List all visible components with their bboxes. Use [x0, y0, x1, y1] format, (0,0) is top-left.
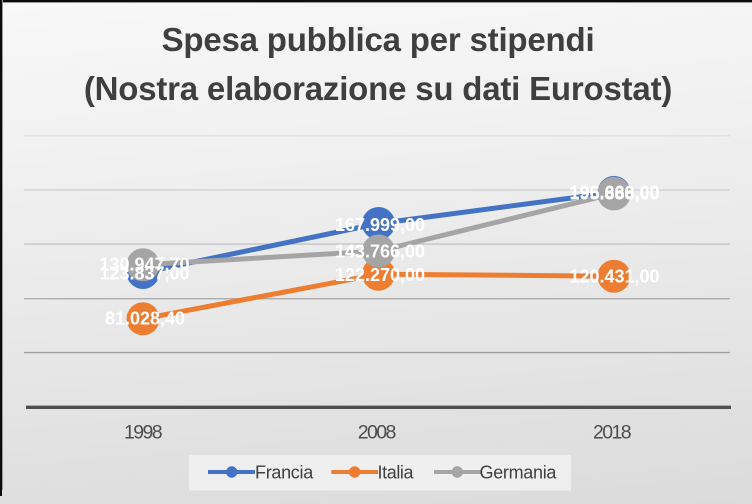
svg-text:2018: 2018	[593, 422, 631, 444]
svg-text:Germania: Germania	[480, 463, 558, 483]
svg-text:1998: 1998	[124, 422, 162, 444]
svg-text:195.888,00: 195.888,00	[569, 184, 659, 204]
svg-text:123.837,00: 123.837,00	[99, 263, 189, 283]
svg-text:143.766,00: 143.766,00	[335, 242, 425, 262]
svg-text:81.028,40: 81.028,40	[105, 309, 185, 329]
svg-text:Francia: Francia	[255, 463, 314, 483]
svg-text:167.999,00: 167.999,00	[335, 215, 425, 235]
svg-text:122.270,00: 122.270,00	[335, 265, 425, 285]
svg-text:120.431,00: 120.431,00	[569, 267, 659, 287]
svg-text:196.666,00: 196.666,00	[569, 183, 659, 203]
svg-text:2008: 2008	[358, 422, 396, 444]
svg-text:Italia: Italia	[378, 463, 415, 483]
svg-text:130.947,70: 130.947,70	[99, 255, 189, 275]
